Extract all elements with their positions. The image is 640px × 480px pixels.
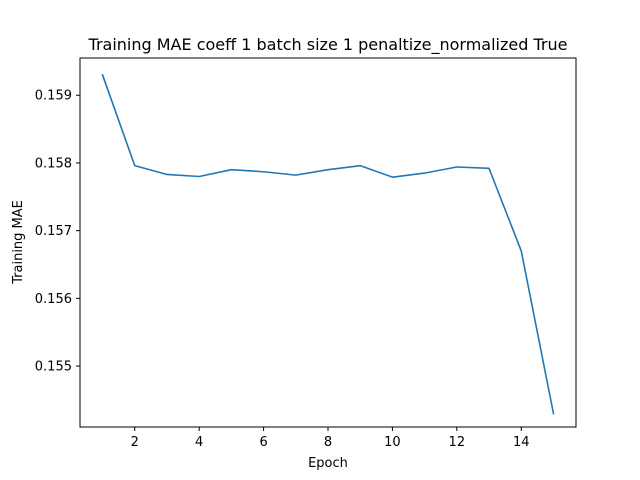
y-tick-label: 0.159 [35, 89, 72, 104]
x-tick-label: 6 [259, 435, 267, 450]
x-tick-label: 12 [449, 435, 466, 450]
x-axis-label: Epoch [308, 456, 348, 471]
y-tick-label: 0.158 [35, 156, 72, 171]
x-tick-label: 8 [324, 435, 332, 450]
x-tick-label: 14 [513, 435, 530, 450]
chart-title: Training MAE coeff 1 batch size 1 penalt… [88, 35, 568, 55]
y-axis-label: Training MAE [11, 200, 26, 285]
x-tick-label: 4 [195, 435, 203, 450]
x-tick-label: 2 [131, 435, 139, 450]
y-tick-label: 0.156 [35, 292, 72, 307]
y-tick-label: 0.155 [35, 360, 72, 375]
plot-frame [79, 57, 577, 428]
plot-area: 2 4 6 8 10 12 14 0.155 0.156 0.157 0.158 0.159 [35, 57, 577, 450]
y-tick-label: 0.157 [35, 224, 72, 239]
x-tick-label: 10 [384, 435, 401, 450]
series-line-0 [101, 73, 555, 415]
